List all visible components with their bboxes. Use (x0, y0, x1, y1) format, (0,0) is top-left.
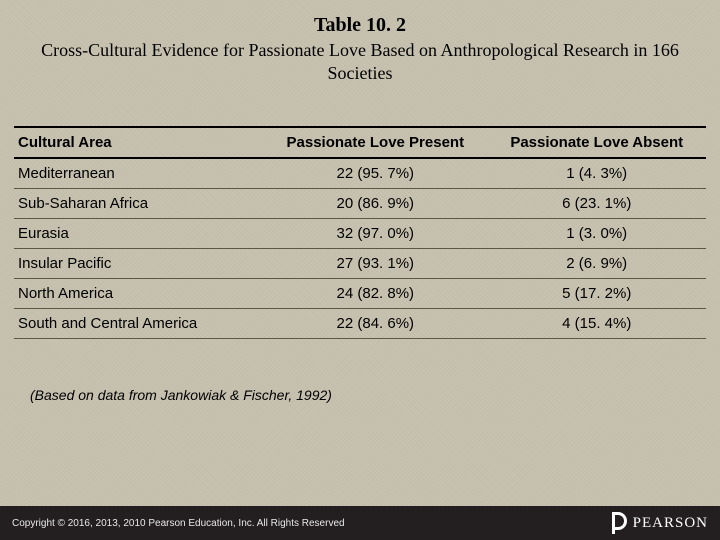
cell-absent: 2 (6. 9%) (491, 248, 706, 278)
table-row: Eurasia 32 (97. 0%) 1 (3. 0%) (14, 218, 706, 248)
column-header-area: Cultural Area (14, 127, 263, 158)
table-title: Cross-Cultural Evidence for Passionate L… (30, 39, 690, 86)
cell-area: Mediterranean (14, 158, 263, 189)
pearson-mark-icon (609, 512, 627, 534)
cell-absent: 4 (15. 4%) (491, 308, 706, 338)
brand-name: PEARSON (633, 515, 708, 532)
cell-present: 20 (86. 9%) (263, 188, 491, 218)
cell-area: Insular Pacific (14, 248, 263, 278)
slide: Table 10. 2 Cross-Cultural Evidence for … (0, 0, 720, 540)
cell-present: 24 (82. 8%) (263, 278, 491, 308)
cell-present: 22 (95. 7%) (263, 158, 491, 189)
brand-logo: PEARSON (609, 512, 708, 534)
table-number: Table 10. 2 (30, 14, 690, 37)
table-row: South and Central America 22 (84. 6%) 4 … (14, 308, 706, 338)
table-row: North America 24 (82. 8%) 5 (17. 2%) (14, 278, 706, 308)
column-header-absent: Passionate Love Absent (491, 127, 706, 158)
cell-present: 32 (97. 0%) (263, 218, 491, 248)
cell-area: Eurasia (14, 218, 263, 248)
cell-area: South and Central America (14, 308, 263, 338)
cell-present: 22 (84. 6%) (263, 308, 491, 338)
column-header-present: Passionate Love Present (263, 127, 491, 158)
cell-absent: 1 (3. 0%) (491, 218, 706, 248)
cell-absent: 1 (4. 3%) (491, 158, 706, 189)
source-note: (Based on data from Jankowiak & Fischer,… (0, 339, 720, 403)
cell-present: 27 (93. 1%) (263, 248, 491, 278)
title-block: Table 10. 2 Cross-Cultural Evidence for … (0, 0, 720, 86)
cell-absent: 6 (23. 1%) (491, 188, 706, 218)
copyright-text: Copyright © 2016, 2013, 2010 Pearson Edu… (12, 518, 345, 529)
cell-area: Sub-Saharan Africa (14, 188, 263, 218)
data-table: Cultural Area Passionate Love Present Pa… (14, 126, 706, 339)
table-header-row: Cultural Area Passionate Love Present Pa… (14, 127, 706, 158)
table-row: Sub-Saharan Africa 20 (86. 9%) 6 (23. 1%… (14, 188, 706, 218)
cell-absent: 5 (17. 2%) (491, 278, 706, 308)
table-container: Cultural Area Passionate Love Present Pa… (0, 86, 720, 339)
footer-bar: Copyright © 2016, 2013, 2010 Pearson Edu… (0, 506, 720, 540)
table-row: Mediterranean 22 (95. 7%) 1 (4. 3%) (14, 158, 706, 189)
table-row: Insular Pacific 27 (93. 1%) 2 (6. 9%) (14, 248, 706, 278)
cell-area: North America (14, 278, 263, 308)
